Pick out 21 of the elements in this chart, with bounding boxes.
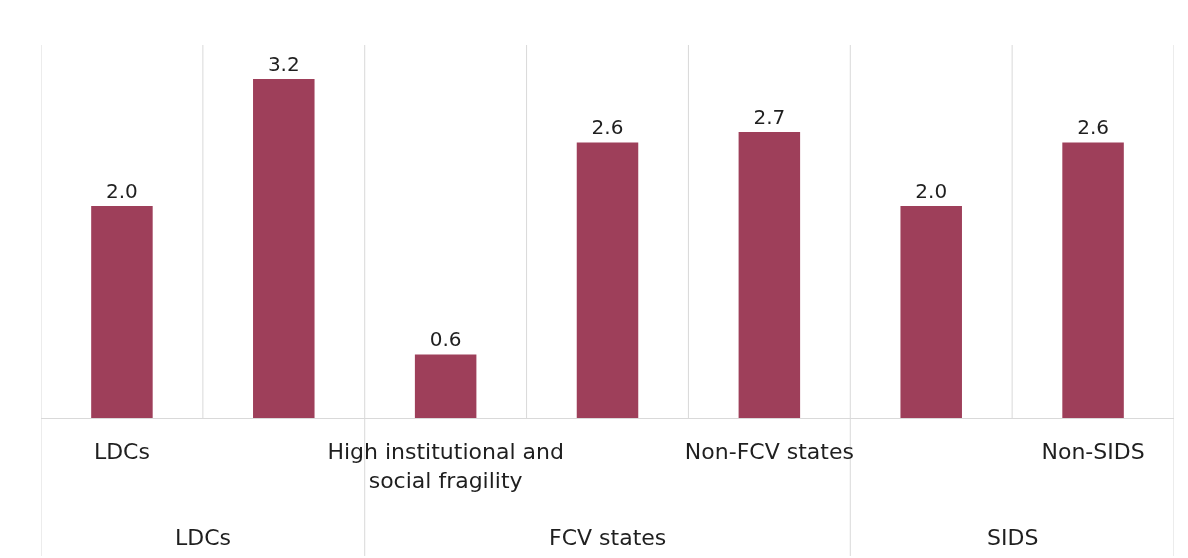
bar bbox=[738, 131, 801, 418]
data-label: 2.6 bbox=[1077, 115, 1109, 140]
bar bbox=[1062, 142, 1124, 418]
bar bbox=[414, 354, 477, 418]
bar bbox=[253, 78, 315, 418]
data-label: 2.0 bbox=[915, 179, 948, 204]
bar bbox=[900, 206, 962, 418]
x-tick-label: Non-SIDS bbox=[1041, 439, 1145, 465]
bar bbox=[91, 206, 153, 418]
text: FCV states bbox=[549, 525, 667, 550]
data-label: 3.2 bbox=[267, 51, 300, 76]
bar bbox=[576, 142, 639, 418]
x-tick-label: Non-FCV states bbox=[684, 439, 854, 465]
x-tick-label: LDCs bbox=[93, 439, 150, 465]
text: SIDS bbox=[987, 525, 1039, 550]
data-label: 2.0 bbox=[106, 179, 138, 204]
data-label: 0.6 bbox=[429, 327, 462, 352]
text: LDCs bbox=[175, 525, 232, 550]
data-label: 2.6 bbox=[591, 115, 624, 140]
data-label: 2.7 bbox=[753, 104, 786, 129]
x-tick-label: High institutional and social fragility bbox=[327, 439, 564, 493]
